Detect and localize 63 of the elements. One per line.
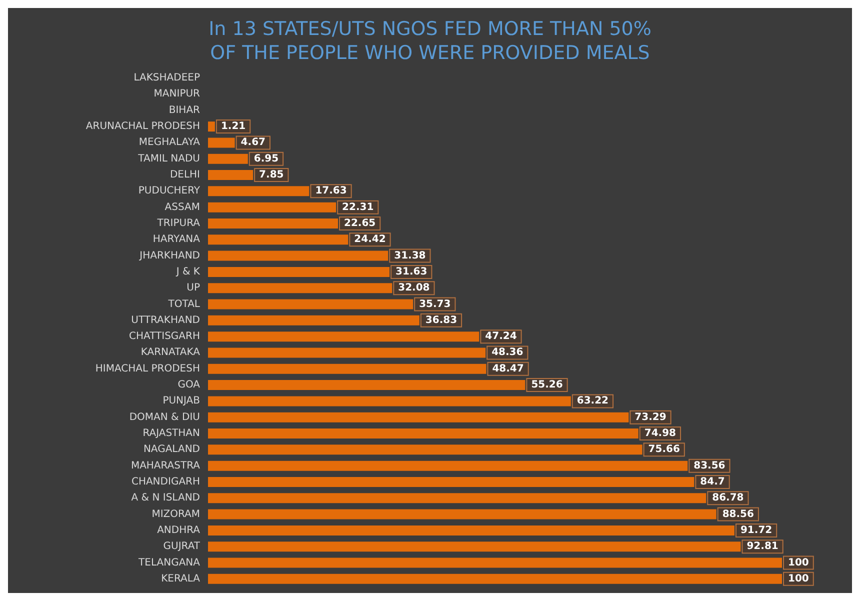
y-tick-label: ARUNACHAL PRODESH [86,121,200,132]
data-label: 31.38 [394,250,426,262]
data-label: 88.56 [722,508,754,520]
y-tick-label: NAGALAND [143,444,200,456]
data-label: 100 [788,557,809,568]
data-label: 92.81 [746,541,778,552]
data-label: 83.56 [694,460,726,472]
y-tick-label: KERALA [161,573,200,584]
y-tick-label: JHARKHAND [138,250,200,262]
y-tick-label: A & N ISLAND [131,492,200,504]
data-label: 36.83 [425,314,458,326]
data-label: 22.31 [342,202,374,213]
y-tick-label: PUNJAB [162,396,200,407]
data-label: 48.36 [492,347,524,358]
y-tick-label: MEGHALAYA [138,137,200,148]
data-label: 75.66 [648,444,680,456]
y-tick-label: UTTRAKHAND [131,314,200,326]
data-label: 35.73 [419,298,451,310]
y-tick-label: DOMAN & DIU [129,412,200,423]
data-label: 17.63 [315,186,347,197]
data-label: 48.47 [492,363,524,374]
data-label: 55.26 [531,380,563,391]
data-label: 84.7 [700,476,725,488]
y-tick-label: CHANDIGARH [131,476,200,488]
data-label: 4.67 [240,137,266,148]
data-label: 91.72 [740,524,772,536]
y-tick-label: DELHI [170,170,200,181]
y-tick-label: UP [186,282,200,294]
data-label: 31.63 [396,266,428,278]
y-tick-label: MIZORAM [152,508,200,520]
data-label: 32.08 [398,282,430,294]
y-tick-label: TAMIL NADU [137,153,200,164]
data-label: 7.85 [259,170,284,181]
data-label: 86.78 [712,492,744,504]
bar [208,122,215,132]
y-tick-label: LAKSHADEEP [134,72,200,84]
y-tick-label: RAJASTHAN [142,428,200,440]
data-label: 1.21 [220,121,246,132]
data-label: 74.98 [644,428,676,440]
chart-title: In 13 STATES/UTS NGOS FED MORE THAN 50% OF THE PEOPLE WHO WERE PROVIDED MEALS [208,18,652,64]
data-label: 24.42 [354,234,386,246]
y-tick-label: KARNATAKA [140,347,200,358]
data-label: 100 [788,573,809,584]
y-tick-label: ASSAM [164,202,200,213]
y-tick-label: PUDUCHERY [138,186,201,197]
y-tick-label: ANDHRA [157,524,200,536]
y-tick-label: J & K [175,266,200,278]
y-tick-label: GOA [178,380,200,391]
y-tick-label: HIMACHAL PRODESH [95,363,200,374]
y-tick-label: HARYANA [152,234,200,246]
y-tick-label: MANIPUR [154,88,200,100]
y-tick-label: MAHARASTRA [130,460,200,472]
data-label: 22.65 [344,218,376,229]
data-label: 47.24 [485,331,517,342]
data-label: 73.29 [634,412,666,423]
y-tick-label: GUJRAT [163,541,201,552]
y-tick-label: TOTAL [167,298,200,310]
y-tick-label: CHATTISGARH [129,331,200,342]
y-tick-label: TRIPURA [156,218,200,229]
data-label: 6.95 [254,153,279,164]
y-tick-label: BIHAR [168,104,200,116]
data-label: 63.22 [576,396,609,407]
y-tick-label: TELANGANA [138,557,200,568]
